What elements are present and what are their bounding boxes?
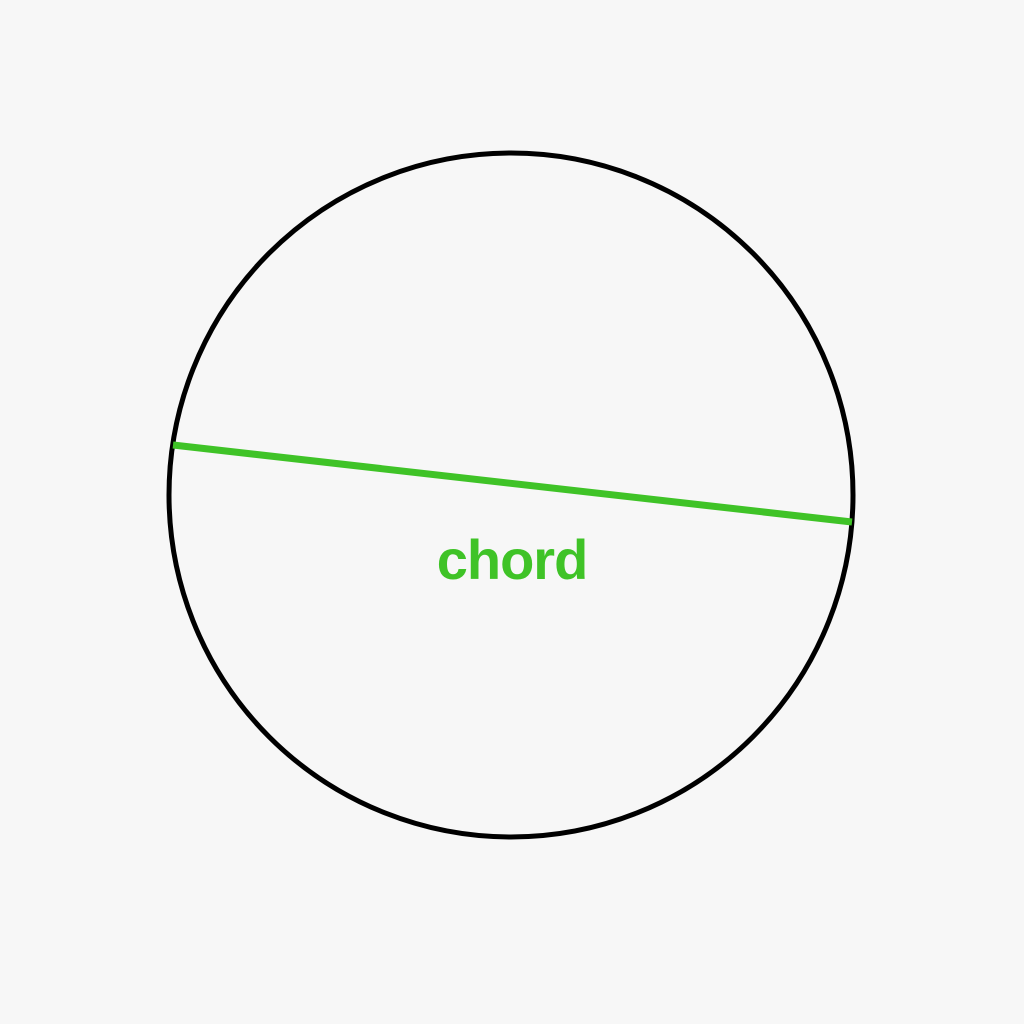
chord-label: chord (437, 528, 588, 591)
chord-line (172, 441, 853, 526)
circle-outline (166, 150, 856, 840)
